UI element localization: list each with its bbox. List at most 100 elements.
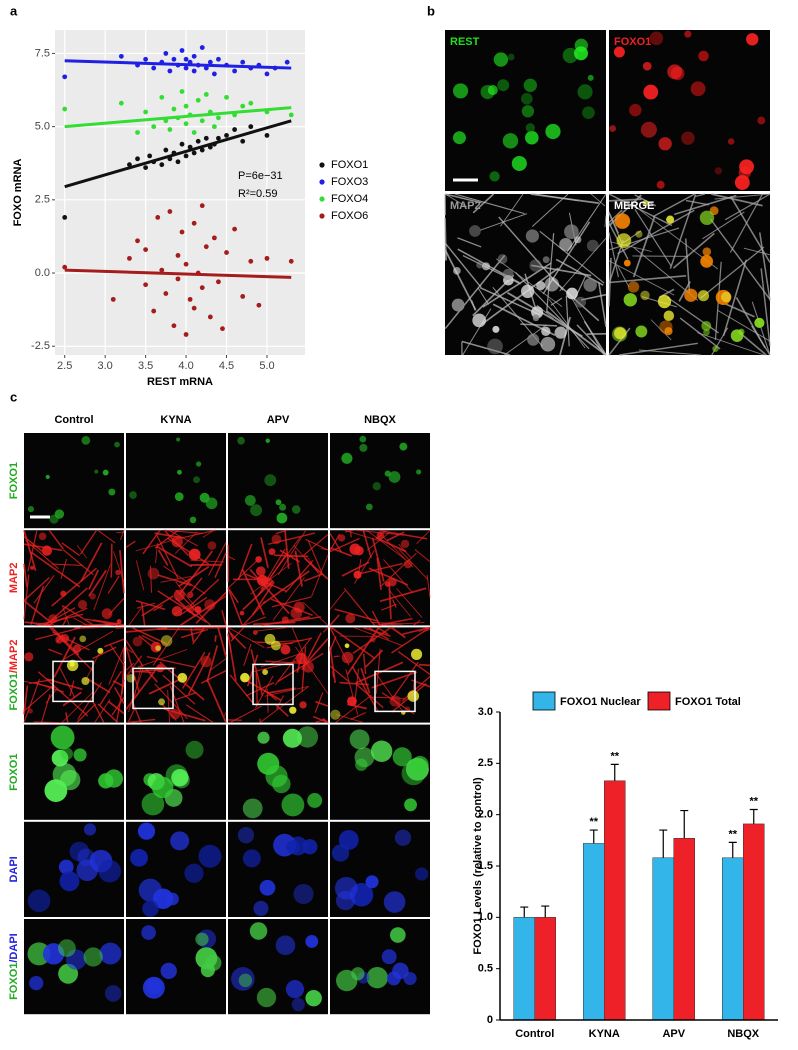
image-fiber [81,622,121,627]
image-cell [482,262,491,271]
y-axis-label: FOXO1 Levels (relative to control) [472,777,484,955]
scatter-point [183,332,189,337]
image-cell [497,79,510,92]
image-fiber [249,568,290,615]
image-fiber [481,267,559,325]
image-cell [642,61,652,71]
image-fiber [135,600,166,611]
image-cell [291,505,301,514]
image-cell [525,123,535,133]
image-cell [58,859,74,875]
image-cell [69,841,90,862]
bar [652,857,674,1021]
scatter-point [110,296,116,302]
image-fiber [520,323,558,327]
image-fiber [396,588,423,618]
image-cell [171,606,183,617]
image-fiber [23,685,29,715]
image-fiber [751,301,771,356]
image-cell [199,492,210,503]
image-fiber [559,237,607,292]
image-cell [195,932,209,946]
image-fiber [351,665,379,712]
plot-background [55,30,305,355]
image-fiber [416,529,431,545]
image-fiber [334,608,379,622]
scatter-point [216,56,221,62]
significance-label: ** [728,828,737,840]
image-cell [629,103,642,117]
image-cell [151,776,174,799]
image-cell [527,333,540,346]
image-fiber [97,703,119,724]
image-cell [702,247,712,256]
image-fiber [154,683,188,720]
image-label: REST [450,36,480,48]
image-fiber [262,570,310,605]
image-fiber [617,209,695,255]
image-cell [102,469,109,476]
scatter-point [240,138,246,144]
image-cell [381,949,397,965]
row-label-part: /DAPI [8,933,20,962]
image-cell [489,171,500,182]
image-fiber [125,640,144,667]
image-fiber [251,581,275,616]
image-cell [366,966,388,989]
image-cell [198,844,222,868]
image-fiber [138,635,154,648]
image-cell [186,605,195,614]
image-fiber [99,671,122,706]
image-cell [255,566,266,576]
image-fiber [214,552,227,578]
image-background [330,433,430,529]
image-cell [703,328,710,336]
image-fiber [738,331,767,356]
image-cell [81,676,90,686]
image-fiber [322,627,329,633]
image-fiber [274,703,289,717]
image-cell [697,290,710,302]
image-fiber [368,626,390,640]
image-fiber [362,529,372,559]
image-fiber [179,596,208,616]
image-cell [45,474,50,480]
annotation: P=6e−31 [238,170,283,182]
image-cell [169,708,181,720]
image-cell [185,740,204,759]
image-fiber [270,537,301,577]
image-cell [640,290,650,301]
scatter-point [232,226,238,232]
image-fiber [378,529,428,540]
scatter-point [183,65,189,71]
scatter-point [216,115,221,121]
image-cell [305,989,322,1007]
image-fiber [186,704,214,724]
image-fiber [457,237,482,248]
scatter-point [288,112,294,118]
y-tick-label: 0.5 [478,963,493,975]
row-label: DAPI [8,856,20,882]
image-cell [195,947,218,970]
scatter-point [179,48,185,53]
image-fiber [402,626,431,636]
image-fiber [214,635,217,642]
image-fiber [333,655,340,658]
image-cell [559,238,573,252]
image-cell [194,606,202,614]
panel-label: c [10,389,17,404]
image-cell [59,871,80,892]
image-fiber [125,667,158,710]
error-bar [659,829,668,858]
image-cell [296,653,307,664]
image-cell [502,268,514,281]
image-cell [376,531,385,540]
bar [743,823,765,1021]
image-fiber [62,630,114,661]
legend-label: FOXO1 [331,159,368,171]
scatter-point [264,255,270,261]
image-cell [280,644,291,655]
scatter-point [183,261,189,267]
image-cell [296,726,319,748]
image-fiber [190,577,203,593]
